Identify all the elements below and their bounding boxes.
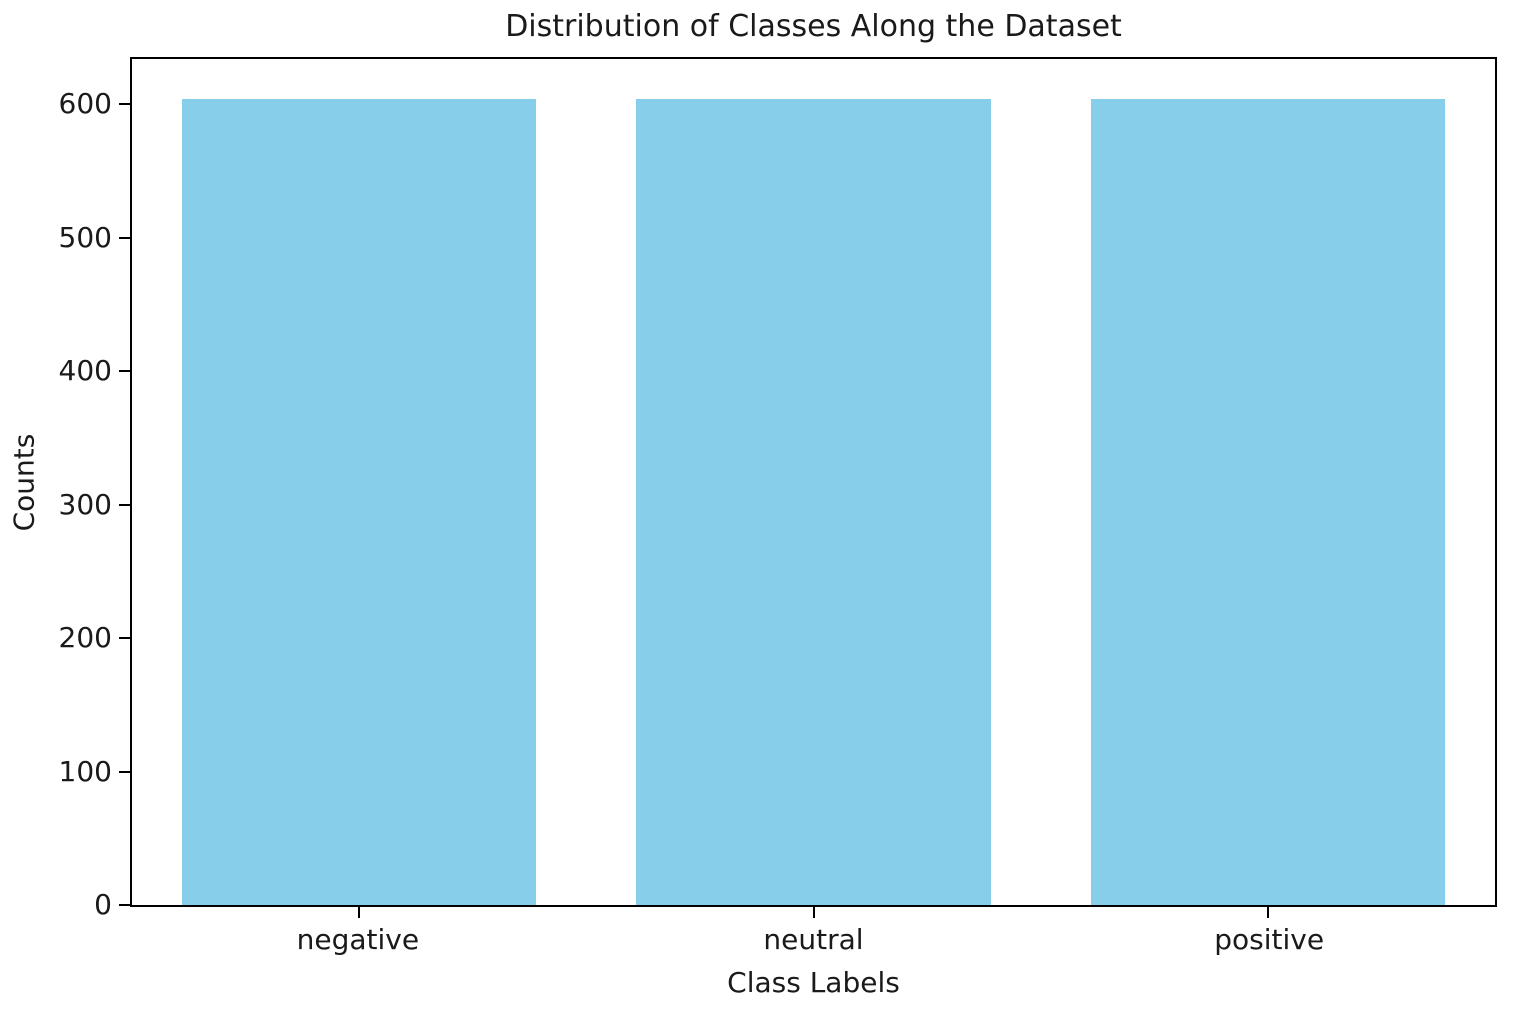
y-tick-label-300: 300: [58, 487, 112, 521]
y-axis-label-text: Counts: [7, 433, 41, 531]
y-tick-mark-300: [119, 503, 130, 506]
y-tick-label-200: 200: [58, 621, 112, 655]
y-tick-label-100: 100: [58, 754, 112, 788]
bar-slot-neutral: [586, 59, 1040, 905]
y-axis-label: Counts: [6, 57, 42, 907]
y-tick-label-0: 0: [94, 888, 112, 921]
x-tick-mark-positive: [1266, 907, 1269, 918]
x-tick-mark-neutral: [812, 907, 815, 918]
y-tick-mark-100: [119, 770, 130, 773]
y-tick-mark-500: [119, 236, 130, 239]
bar-neutral: [636, 99, 991, 905]
bar-slot-negative: [132, 59, 586, 905]
x-tick-label-positive: positive: [1214, 923, 1325, 956]
x-tick-mark-negative: [358, 907, 361, 918]
chart-title: Distribution of Classes Along the Datase…: [505, 9, 1122, 44]
y-tick-mark-0: [119, 904, 130, 906]
y-tick-mark-600: [119, 103, 130, 106]
x-tick-label-negative: negative: [296, 923, 420, 956]
y-tick-label-500: 500: [58, 220, 112, 254]
y-tick-mark-400: [119, 370, 130, 373]
bar-slot-positive: [1041, 59, 1495, 905]
bars-container: [132, 59, 1495, 905]
bar-positive: [1090, 99, 1445, 905]
x-axis-label: Class Labels: [727, 966, 900, 999]
plot-area: 0 100 200 300 400 500 600: [59, 57, 1497, 919]
y-tick-mark-200: [119, 637, 130, 640]
y-tick-label-400: 400: [58, 354, 112, 388]
x-tick-labels: negative neutral positive: [130, 924, 1497, 956]
x-tick-label-neutral: neutral: [763, 923, 864, 956]
plot-inner: 0 100 200 300 400 500 600: [59, 59, 1495, 919]
bar-negative: [181, 99, 537, 905]
y-tick-label-600: 600: [58, 87, 112, 121]
